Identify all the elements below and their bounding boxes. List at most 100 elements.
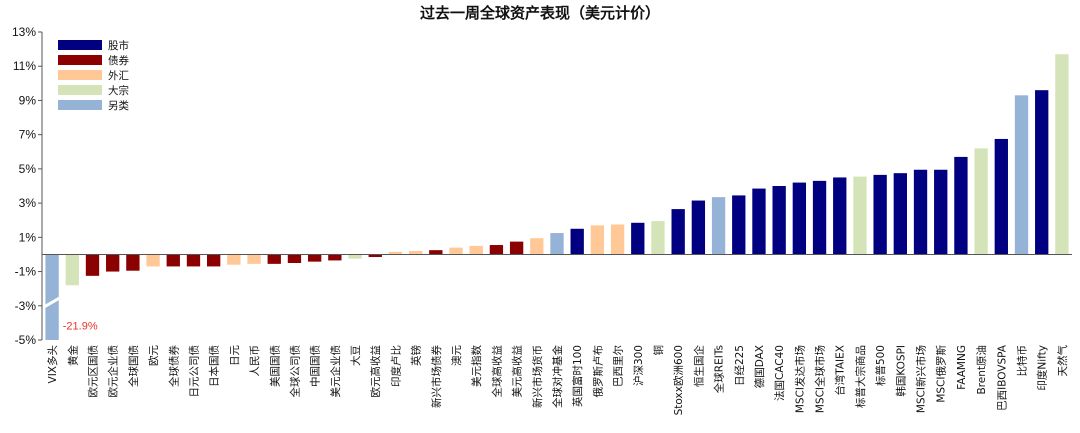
bar [267,254,281,264]
y-tick-label: -3% [15,299,37,313]
y-tick-label: -5% [15,333,37,347]
x-tick-label: 美国国债 [268,345,281,387]
x-tick-label: 铜 [653,345,665,356]
bar [711,197,726,255]
bar [1035,90,1049,255]
bar [227,254,241,265]
x-tick-label: 欧元 [148,345,160,366]
legend-label-fx: 外汇 [108,69,129,82]
bar [934,169,948,255]
bar [691,200,706,255]
x-tick-label: 美元指数 [470,345,483,387]
x-tick-label: MSCI新兴市场 [915,345,928,413]
bar [853,176,867,255]
x-tick-label: 标普500 [874,345,887,386]
x-tick-label: 欧元企业债 [107,345,120,398]
x-tick-label: 俄罗斯卢布 [591,345,604,398]
x-tick-label: 全球债券 [167,345,180,387]
y-tick-label: 3% [19,196,37,210]
x-tick-label: 比特币 [1016,345,1029,377]
x-tick-label: 台湾TAIEX [834,345,847,396]
x-tick-label: 法国CAC40 [773,345,786,401]
bar [550,233,564,255]
x-tick-label: 沪深300 [632,345,645,386]
x-tick-label: 全球高收益 [490,345,503,398]
x-tick-label: 英国富时100 [571,345,584,407]
bar [449,247,463,255]
x-tick-label: 英镑 [410,345,423,366]
x-tick-label: 日本国债 [208,345,221,387]
y-tick-label: -1% [15,265,37,279]
bar [328,254,342,261]
x-tick-label: 欧元区国债 [86,345,99,398]
bar [469,245,483,255]
legend-swatch-alt [58,100,102,110]
bar [833,177,847,255]
bar [509,241,524,255]
bar [752,188,766,255]
bar [287,254,302,263]
x-tick-label: 日经225 [733,345,746,386]
bar [610,224,625,255]
bar [489,245,504,255]
x-tick-label: 全球国债 [127,345,140,387]
bar [772,186,786,255]
y-tick-label: 11% [13,59,36,73]
bar [408,251,423,255]
x-tick-label: 全球REITs [713,345,726,393]
x-tick-label: MSCI俄罗斯 [935,345,948,403]
bar [207,254,221,267]
bar [530,238,544,255]
x-tick-label: 德国DAX [753,345,766,388]
x-tick-label: 巴西IBOVSPA [996,344,1008,411]
x-tick-label: MSCI发达市场 [793,345,806,413]
bar [1014,95,1029,255]
bar [388,251,403,255]
x-tick-label: 印度卢比 [389,345,402,387]
x-tick-label: 黄金 [66,345,79,366]
bar [893,173,907,255]
bar [873,174,887,255]
bar [186,254,201,267]
y-tick-label: 9% [19,93,37,107]
bar [146,254,160,267]
x-tick-label: 印度Nifty [1036,345,1049,391]
bars-group [42,54,1069,340]
chart-title: 过去一周全球资产表现（美元计价） [420,4,660,22]
bar [65,254,79,286]
bar [913,169,928,255]
bar [590,225,605,255]
legend-swatch-bond [58,55,102,65]
y-tick-label: 5% [19,162,37,176]
legend-label-equity: 股市 [108,39,129,52]
bar [247,254,261,264]
bar [166,254,180,267]
x-tick-label: 新兴市场债券 [430,345,443,408]
x-tick-label: 日元 [229,345,241,366]
legend-swatch-fx [58,70,102,80]
x-tick-label: FAAMNG [956,345,968,390]
bar [85,254,100,276]
bar [368,254,382,258]
bar [307,254,322,262]
legend-swatch-equity [58,40,102,50]
x-tick-label: 巴西里尔 [612,345,625,387]
bar [792,182,807,255]
bar [651,221,665,255]
bar [348,254,362,259]
legend-label-alt: 另类 [108,99,129,112]
y-tick-label: 1% [19,230,37,244]
x-tick-label: 恒生国企 [692,345,705,387]
y-tick-label: 13% [12,25,36,39]
legend-label-commodity: 大宗 [108,84,129,97]
x-tick-label: Brent原油 [975,345,988,395]
bar [570,228,584,255]
x-tick-label: 全球公司债 [288,345,301,398]
legend-label-bond: 债券 [108,54,129,67]
bar [994,138,1008,255]
x-tick-label: 大豆 [349,345,362,366]
x-tick-label: 人民币 [249,345,261,377]
x-tick-label: 美元企业债 [329,345,342,398]
x-tick-label: 韩国KOSPI [894,345,907,397]
bar [106,254,120,272]
